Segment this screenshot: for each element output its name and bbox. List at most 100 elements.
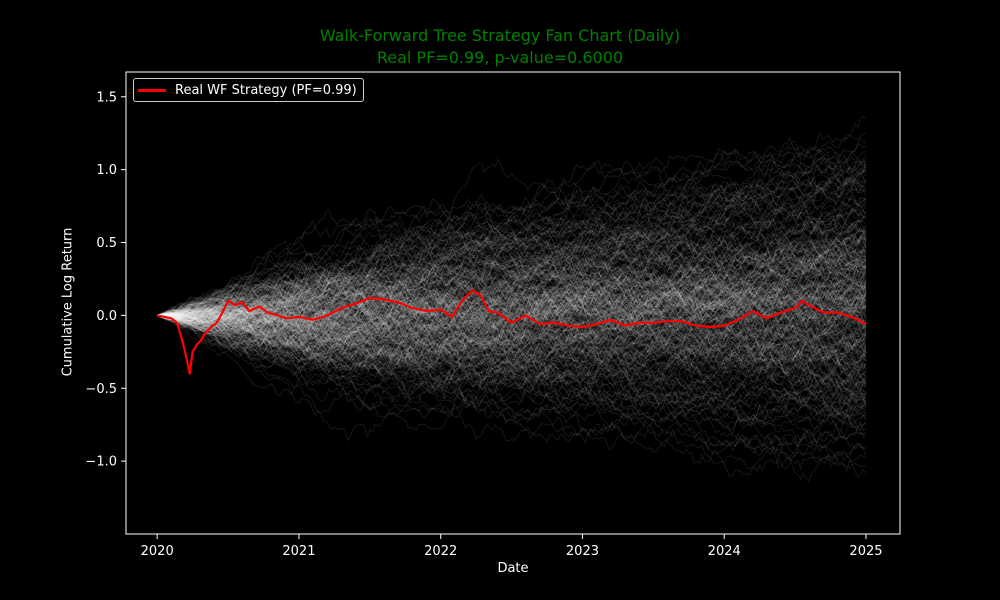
simulated-path	[157, 279, 867, 348]
simulated-path	[157, 287, 867, 364]
simulated-path	[157, 314, 867, 383]
simulated-path	[157, 305, 867, 385]
simulated-path	[157, 275, 867, 338]
simulated-path	[157, 167, 867, 317]
simulated-path	[157, 308, 867, 386]
simulated-path	[157, 178, 867, 322]
x-tick-label: 2025	[849, 544, 882, 559]
simulated-path	[157, 296, 867, 420]
simulated-path	[157, 308, 867, 379]
simulated-path	[157, 310, 867, 380]
simulated-path	[157, 314, 867, 425]
simulated-path	[157, 223, 867, 352]
simulated-path	[157, 314, 867, 470]
simulated-path	[157, 293, 867, 353]
simulated-path	[157, 313, 867, 422]
simulated-path	[157, 284, 867, 394]
simulated-path	[156, 151, 867, 326]
simulated-path	[157, 248, 867, 354]
simulated-path	[157, 216, 867, 338]
simulated-path	[157, 247, 866, 350]
simulated-path	[157, 257, 867, 329]
simulated-path	[157, 314, 867, 468]
simulated-path	[157, 240, 867, 340]
simulated-path	[157, 248, 867, 335]
simulated-path	[157, 200, 867, 320]
simulated-path	[157, 305, 867, 428]
simulated-path	[157, 266, 867, 368]
simulated-path	[157, 190, 867, 339]
simulated-path	[157, 198, 867, 326]
simulated-path	[157, 295, 867, 409]
simulated-path	[157, 283, 867, 362]
simulated-path	[157, 314, 867, 417]
simulated-path	[157, 235, 867, 316]
simulated-path	[157, 245, 867, 358]
simulated-path	[157, 314, 867, 370]
simulated-path	[157, 235, 867, 317]
simulated-path	[157, 233, 867, 318]
simulated-path	[157, 235, 867, 329]
simulated-path	[157, 294, 867, 370]
simulated-path	[157, 235, 867, 319]
simulated-path	[157, 206, 867, 317]
simulated-path	[157, 233, 867, 354]
simulated-path	[157, 241, 867, 316]
simulated-path	[157, 242, 867, 362]
simulated-path	[157, 252, 867, 318]
simulated-path	[157, 240, 867, 355]
x-tick-label: 2020	[141, 544, 174, 559]
chart-title: Walk-Forward Tree Strategy Fan Chart (Da…	[319, 26, 681, 45]
y-tick-label: −1.0	[85, 455, 117, 470]
simulated-path	[157, 176, 867, 321]
simulated-path	[157, 314, 867, 389]
simulated-path	[157, 231, 867, 319]
simulated-path	[157, 131, 867, 319]
simulated-path	[157, 136, 867, 347]
simulated-path	[157, 314, 867, 397]
simulated-path	[157, 245, 867, 339]
simulated-path	[157, 199, 867, 326]
simulated-path	[157, 280, 867, 356]
simulated-path	[157, 293, 867, 363]
y-axis-label: Cumulative Log Return	[60, 227, 76, 377]
simulated-path	[157, 278, 867, 345]
simulated-path	[157, 248, 867, 355]
y-tick-label: 1.5	[96, 90, 117, 105]
simulated-path	[157, 295, 867, 402]
real-series-layer	[156, 289, 867, 375]
simulated-paths	[156, 115, 867, 482]
simulated-path	[157, 302, 867, 362]
simulated-path	[157, 304, 867, 365]
x-tick-label: 2023	[566, 544, 599, 559]
y-axis: 1.5 1.0 0.5 0.0 −0.5 −1.0	[85, 90, 126, 470]
simulated-path	[157, 308, 867, 386]
simulated-path	[157, 268, 867, 346]
simulated-path	[157, 289, 867, 351]
simulated-path	[157, 314, 867, 416]
simulated-path	[157, 305, 867, 395]
simulated-path	[157, 287, 867, 399]
simulated-path	[157, 309, 867, 444]
simulated-path	[157, 298, 867, 372]
y-tick-label: 1.0	[96, 163, 117, 178]
simulated-path	[157, 307, 867, 404]
simulated-path	[157, 277, 867, 335]
simulated-path	[157, 231, 867, 332]
simulated-path	[157, 314, 867, 456]
simulated-path	[157, 221, 867, 361]
simulated-path	[157, 226, 867, 330]
simulated-path	[157, 291, 867, 347]
simulated-path	[157, 311, 867, 376]
simulated-path	[156, 291, 867, 360]
simulated-path	[157, 222, 867, 321]
simulated-path	[157, 313, 867, 400]
simulated-path	[157, 254, 867, 360]
simulated-path	[157, 243, 867, 368]
simulated-path	[157, 272, 867, 372]
simulated-path	[157, 275, 867, 343]
simulated-path	[157, 305, 867, 409]
simulated-path	[157, 162, 867, 316]
simulated-path	[157, 288, 867, 347]
simulated-path	[157, 312, 867, 386]
